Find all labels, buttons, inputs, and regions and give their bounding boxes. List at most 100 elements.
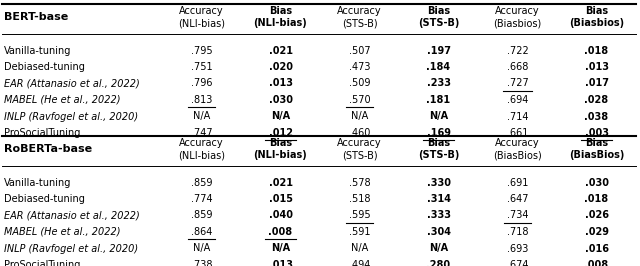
Text: (STS-B): (STS-B) [418,19,459,28]
Text: BERT-base: BERT-base [4,12,68,22]
Text: .012: .012 [269,128,292,138]
Text: .518: .518 [349,194,371,204]
Text: INLP (Ravfogel et al., 2020): INLP (Ravfogel et al., 2020) [4,243,138,253]
Text: .030: .030 [269,95,292,105]
Text: .578: .578 [349,177,371,188]
Text: .751: .751 [191,62,212,72]
Text: (Biasbios): (Biasbios) [493,19,541,28]
Text: .734: .734 [507,210,528,221]
Text: .013: .013 [269,260,292,266]
Text: .795: .795 [191,45,212,56]
Text: (NLI-bias): (NLI-bias) [253,19,307,28]
Text: Accuracy: Accuracy [179,138,224,148]
Text: RoBERTa-base: RoBERTa-base [4,144,92,153]
Text: (BiasBios): (BiasBios) [569,151,624,160]
Text: .774: .774 [191,194,212,204]
Text: .018: .018 [584,194,609,204]
Text: Debiased-tuning: Debiased-tuning [4,62,85,72]
Text: (NLI-bias): (NLI-bias) [178,19,225,28]
Text: .661: .661 [507,128,528,138]
Text: (STS-B): (STS-B) [418,151,459,160]
Text: N/A: N/A [351,243,368,253]
Text: .008: .008 [584,260,609,266]
Text: .747: .747 [191,128,212,138]
Text: .509: .509 [349,78,371,89]
Text: .722: .722 [507,45,529,56]
Text: .647: .647 [507,194,528,204]
Text: Vanilla-tuning: Vanilla-tuning [4,45,72,56]
Text: .570: .570 [349,95,371,105]
Text: .038: .038 [584,111,609,122]
Text: .714: .714 [507,111,528,122]
Text: MABEL (He et al., 2022): MABEL (He et al., 2022) [4,95,120,105]
Text: INLP (Ravfogel et al., 2020): INLP (Ravfogel et al., 2020) [4,111,138,122]
Text: N/A: N/A [429,243,448,253]
Text: .507: .507 [349,45,371,56]
Text: .674: .674 [507,260,528,266]
Text: .668: .668 [507,62,528,72]
Text: Bias: Bias [585,138,608,148]
Text: .028: .028 [584,95,609,105]
Text: .197: .197 [426,45,451,56]
Text: .280: .280 [426,260,451,266]
Text: .330: .330 [426,177,451,188]
Text: .473: .473 [349,62,371,72]
Text: Accuracy: Accuracy [337,6,382,16]
Text: .184: .184 [426,62,451,72]
Text: .694: .694 [507,95,528,105]
Text: ProSocialTuning: ProSocialTuning [4,260,81,266]
Text: (BiasBios): (BiasBios) [493,151,542,160]
Text: .233: .233 [426,78,451,89]
Text: .003: .003 [584,128,609,138]
Text: .314: .314 [426,194,451,204]
Text: N/A: N/A [193,243,210,253]
Text: .333: .333 [426,210,451,221]
Text: Accuracy: Accuracy [495,6,540,16]
Text: Bias: Bias [585,6,608,16]
Text: .859: .859 [191,177,212,188]
Text: .304: .304 [426,227,451,237]
Text: .864: .864 [191,227,212,237]
Text: .018: .018 [584,45,609,56]
Text: .813: .813 [191,95,212,105]
Text: Bias: Bias [269,138,292,148]
Text: .494: .494 [349,260,370,266]
Text: .026: .026 [584,210,609,221]
Text: .030: .030 [584,177,609,188]
Text: Accuracy: Accuracy [179,6,224,16]
Text: N/A: N/A [271,111,290,122]
Text: (NLI-bias): (NLI-bias) [253,151,307,160]
Text: .859: .859 [191,210,212,221]
Text: (Biasbios): (Biasbios) [569,19,624,28]
Text: .718: .718 [507,227,528,237]
Text: Accuracy: Accuracy [337,138,382,148]
Text: .796: .796 [191,78,212,89]
Text: .021: .021 [269,177,292,188]
Text: .591: .591 [349,227,371,237]
Text: N/A: N/A [271,243,290,253]
Text: Debiased-tuning: Debiased-tuning [4,194,85,204]
Text: .029: .029 [584,227,609,237]
Text: Bias: Bias [427,138,450,148]
Text: .169: .169 [426,128,451,138]
Text: (STS-B): (STS-B) [342,151,378,160]
Text: Vanilla-tuning: Vanilla-tuning [4,177,72,188]
Text: N/A: N/A [351,111,368,122]
Text: .738: .738 [191,260,212,266]
Text: (STS-B): (STS-B) [342,19,378,28]
Text: EAR (Attanasio et al., 2022): EAR (Attanasio et al., 2022) [4,78,140,89]
Text: .013: .013 [269,78,292,89]
Text: (NLI-bias): (NLI-bias) [178,151,225,160]
Text: .021: .021 [269,45,292,56]
Text: .013: .013 [584,62,609,72]
Text: .017: .017 [584,78,609,89]
Text: .016: .016 [584,243,609,253]
Text: .040: .040 [269,210,292,221]
Text: Accuracy: Accuracy [495,138,540,148]
Text: .727: .727 [507,78,529,89]
Text: .008: .008 [268,227,292,237]
Text: N/A: N/A [429,111,448,122]
Text: .181: .181 [426,95,451,105]
Text: .460: .460 [349,128,370,138]
Text: .020: .020 [269,62,292,72]
